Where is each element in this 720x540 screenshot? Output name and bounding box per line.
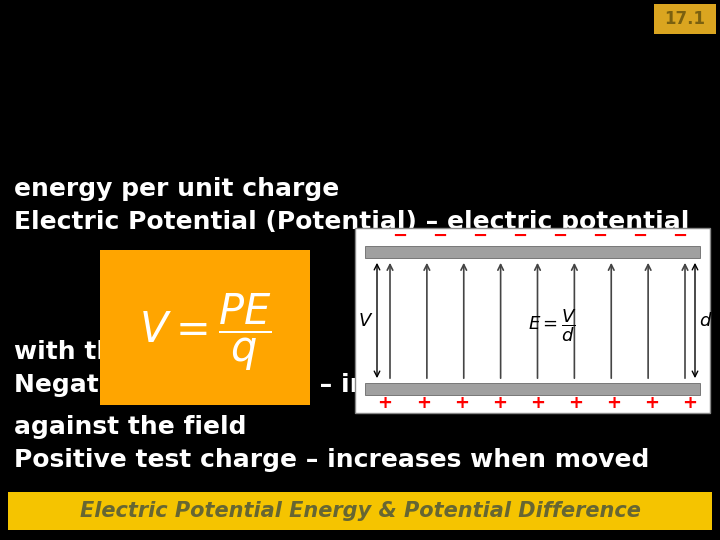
Bar: [654, 4, 716, 34]
Text: −: −: [672, 227, 688, 245]
Text: −: −: [392, 227, 408, 245]
Text: −: −: [552, 227, 567, 245]
Text: +: +: [606, 394, 621, 412]
Text: −: −: [433, 227, 448, 245]
Text: Electric Potential (Potential) – electric potential: Electric Potential (Potential) – electri…: [14, 210, 689, 234]
Text: −: −: [513, 227, 528, 245]
Text: $\it{V} = \dfrac{\it{PE}}{\it{q}}$: $\it{V} = \dfrac{\it{PE}}{\it{q}}$: [138, 292, 271, 373]
Text: 17.1: 17.1: [665, 10, 706, 28]
Text: V: V: [359, 312, 372, 329]
Text: +: +: [377, 394, 392, 412]
Text: −: −: [632, 227, 647, 245]
Text: energy per unit charge: energy per unit charge: [14, 177, 339, 201]
Text: $\it{E} = \dfrac{\it{V}}{\it{d}}$: $\it{E} = \dfrac{\it{V}}{\it{d}}$: [528, 307, 577, 344]
Bar: [100, 250, 310, 405]
Bar: [8, 492, 712, 530]
Text: +: +: [492, 394, 507, 412]
Bar: [365, 246, 700, 258]
Text: +: +: [683, 394, 698, 412]
Text: with the field: with the field: [14, 340, 203, 364]
Text: Positive test charge – increases when moved: Positive test charge – increases when mo…: [14, 448, 649, 472]
Text: +: +: [530, 394, 545, 412]
Text: −: −: [472, 227, 487, 245]
Text: −: −: [593, 227, 608, 245]
Text: Electric Potential Energy & Potential Difference: Electric Potential Energy & Potential Di…: [80, 501, 640, 521]
Bar: [355, 228, 710, 413]
Text: Negative test charge – increases when moved: Negative test charge – increases when mo…: [14, 373, 663, 397]
Text: +: +: [415, 394, 431, 412]
Text: d: d: [699, 312, 711, 329]
Text: +: +: [568, 394, 583, 412]
Text: against the field: against the field: [14, 415, 246, 439]
Text: +: +: [644, 394, 660, 412]
Bar: [365, 383, 700, 395]
Text: +: +: [454, 394, 469, 412]
